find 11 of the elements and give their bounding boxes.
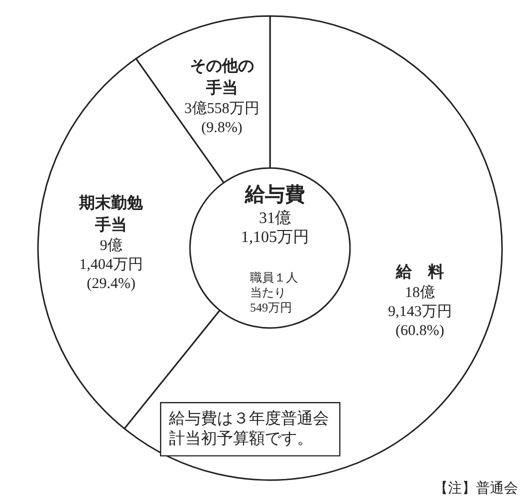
slice-label: 給 料 (394, 262, 444, 281)
slice-label: 期末勤勉手当 (78, 194, 144, 234)
text: 給与費 (244, 184, 305, 206)
text: 給与費は３年度普通会計当初予算額です。 (168, 410, 330, 448)
data-label: 3億558万円 (9.8%) (184, 100, 260, 136)
data-label: 9億 1,404万円 (29.4%) (79, 237, 143, 292)
slice-label: その他の手当 (190, 56, 254, 97)
text: 31億 1,105万円 (241, 209, 309, 246)
data-label: 18億 9,143万円 (60.8%) (388, 284, 452, 339)
text: 職員１人当たり549万円 (250, 270, 298, 314)
text: 【注】普通会 (434, 480, 518, 496)
